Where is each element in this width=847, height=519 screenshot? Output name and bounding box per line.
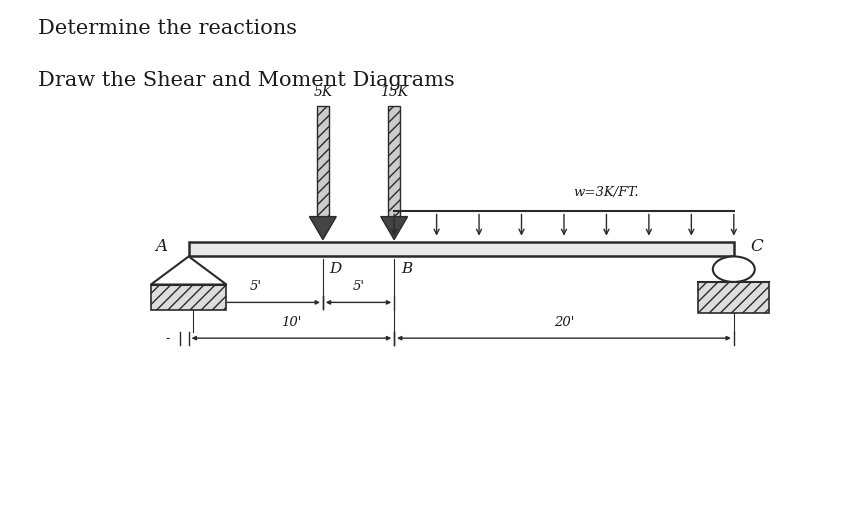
Text: 15K: 15K [380, 85, 408, 99]
Bar [698, 282, 769, 312]
Polygon shape [381, 216, 407, 240]
Text: 20': 20' [554, 316, 574, 329]
Bar [189, 242, 734, 256]
Text: -: - [165, 332, 170, 345]
Text: A: A [156, 238, 168, 255]
Text: 5': 5' [352, 280, 364, 293]
Text: B: B [401, 262, 412, 276]
Text: 5': 5' [250, 280, 262, 293]
Text: Draw the Shear and Moment Diagrams: Draw the Shear and Moment Diagrams [38, 71, 455, 90]
Text: w=3K/FT.: w=3K/FT. [573, 186, 639, 199]
Text: C: C [750, 238, 763, 255]
Text: Determine the reactions: Determine the reactions [38, 20, 296, 38]
Polygon shape [151, 256, 226, 284]
Polygon shape [309, 216, 336, 240]
Text: D: D [329, 262, 342, 276]
Bar [388, 106, 400, 216]
Circle shape [713, 256, 755, 282]
Bar [151, 284, 226, 310]
Text: 10': 10' [281, 316, 302, 329]
Bar [317, 106, 329, 216]
Text: 5K: 5K [313, 85, 333, 99]
